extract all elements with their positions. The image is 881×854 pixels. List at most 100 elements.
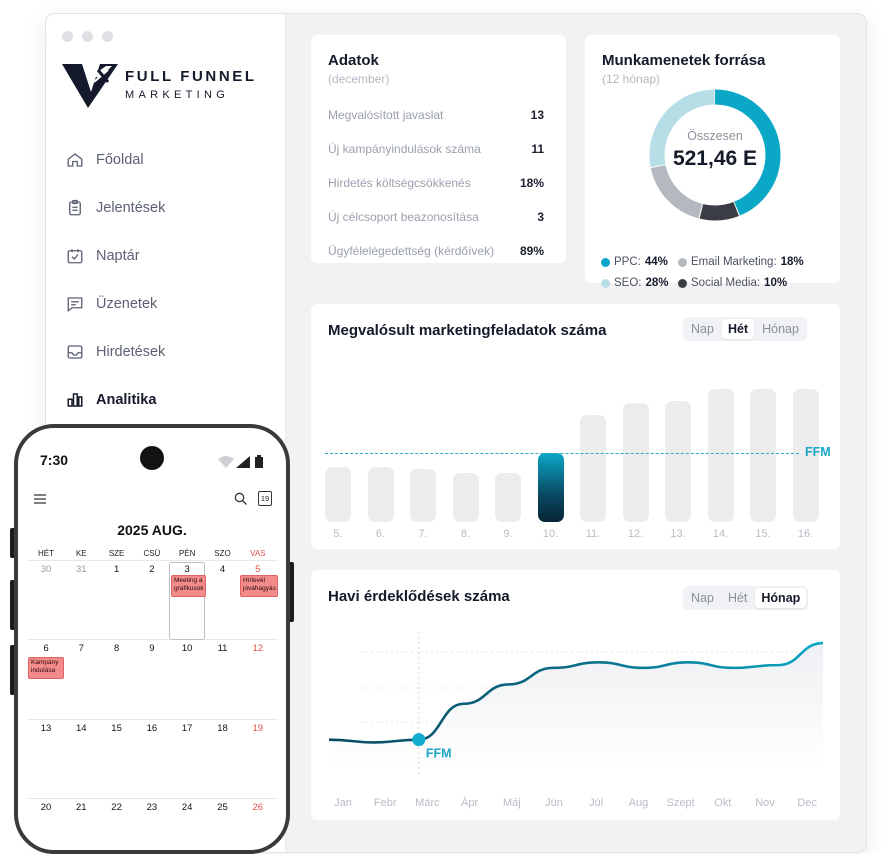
bar[interactable] <box>580 414 606 522</box>
calendar-day[interactable]: 17 <box>181 723 193 734</box>
calendar-day[interactable]: 1 <box>113 564 120 575</box>
legend-item-ppc: PPC: 44% <box>601 256 668 268</box>
calendar-day[interactable]: 8 <box>113 643 120 654</box>
calendar-day[interactable]: 11 <box>217 643 228 654</box>
bar[interactable] <box>537 453 564 522</box>
bar[interactable] <box>452 472 479 522</box>
bar[interactable] <box>410 469 436 522</box>
calendar-day[interactable]: 5 <box>255 564 261 575</box>
stats-card-subtitle: (december) <box>328 72 390 86</box>
bar[interactable] <box>495 472 521 522</box>
calendar-event[interactable]: Hírlevél jóváhagyás <box>240 575 278 597</box>
phone-volume-down <box>10 645 16 695</box>
calendar-day[interactable]: 10 <box>181 643 193 654</box>
calendar-day[interactable]: 24 <box>181 802 193 813</box>
tab-honap[interactable]: Hónap <box>755 588 807 608</box>
sidebar-item-label: Naptár <box>96 248 140 264</box>
tab-het[interactable]: Hét <box>727 591 748 605</box>
bar[interactable] <box>665 400 691 522</box>
brand-logo[interactable]: FULL FUNNEL MARKETING <box>62 62 262 110</box>
sidebar-item-naptar[interactable]: Naptár <box>64 232 274 280</box>
calendar-day[interactable]: 26 <box>252 802 264 813</box>
sidebar-item-hirdetesek[interactable]: Hirdetések <box>64 328 274 376</box>
legend-item-seo: SEO: 28% <box>601 277 669 289</box>
tab-honap[interactable]: Hónap <box>762 322 799 336</box>
event-text: Kampány <box>31 659 59 666</box>
legend-dot <box>601 257 610 267</box>
stat-value: 11 <box>531 142 544 156</box>
menu-icon[interactable] <box>34 494 46 504</box>
x-tick-label: Aug <box>629 797 649 809</box>
bar[interactable] <box>325 467 351 522</box>
tab-het[interactable]: Hét <box>721 319 755 339</box>
weekday-label: SZE <box>108 549 125 558</box>
tasks-bar-chart: 5. 6. 7. 8. 9. 10. 11. 12. 13. 14. 15. 16. FFM <box>311 304 840 549</box>
bar[interactable] <box>792 389 819 522</box>
event-text: Hírlevél <box>243 577 266 584</box>
sidebar-item-uzenetek[interactable]: Üzenetek <box>64 280 274 328</box>
calendar-day[interactable]: 6 <box>43 643 49 654</box>
calendar-day[interactable]: 23 <box>146 802 158 813</box>
reference-line <box>325 453 799 455</box>
calendar-day[interactable]: 30 <box>40 564 52 575</box>
x-tick-label: Júl <box>589 797 603 809</box>
tasks-card-title: Megvalósult marketingfeladatok száma <box>328 322 607 339</box>
calendar-day[interactable]: 14 <box>76 723 87 734</box>
sessions-card: Munkamenetek forrása (12 hónap) Összesen… <box>585 35 840 289</box>
maximize-window-button[interactable] <box>102 31 113 42</box>
calendar-event[interactable]: Meeting a grafikusok <box>171 575 206 597</box>
x-tick-label: Ápr <box>461 796 478 809</box>
calendar-event[interactable]: Kampány indulása <box>28 657 64 679</box>
close-window-button[interactable] <box>62 31 73 42</box>
search-icon[interactable] <box>234 492 247 505</box>
calendar-day[interactable]: 25 <box>217 802 228 813</box>
status-time: 7:30 <box>40 452 69 468</box>
phone-volume-up <box>10 580 16 630</box>
x-tick-label: Febr <box>374 797 397 809</box>
sidebar-item-fooldal[interactable]: Főoldal <box>64 136 274 184</box>
calendar-day[interactable]: 7 <box>78 643 84 654</box>
sidebar-item-jelentesek[interactable]: Jelentések <box>64 184 274 232</box>
weekday-label: CSÜ <box>143 549 161 558</box>
sessions-donut-chart <box>649 89 781 221</box>
x-tick-label: Jan <box>334 797 352 809</box>
calendar-day[interactable]: 12 <box>252 643 264 654</box>
legend-name: PPC: <box>614 256 641 268</box>
calendar-day[interactable]: 18 <box>217 723 228 734</box>
calendar-day[interactable]: 4 <box>219 564 226 575</box>
selected-day-outline[interactable] <box>169 562 205 640</box>
calendar-day[interactable]: 21 <box>76 802 87 813</box>
calendar-day[interactable]: 19 <box>252 723 264 734</box>
calendar-day[interactable]: 13 <box>40 723 52 734</box>
event-text: indulása <box>31 667 56 674</box>
x-tick-label: 6. <box>375 528 386 540</box>
calendar-day[interactable]: 20 <box>40 802 52 813</box>
calendar-day[interactable]: 2 <box>149 564 155 575</box>
x-tick-label: Nov <box>755 797 775 809</box>
ffm-marker-point[interactable] <box>412 733 426 747</box>
weekday-label: HÉT <box>38 549 54 558</box>
leads-card-title: Havi érdeklődések száma <box>328 588 510 605</box>
tab-nap[interactable]: Nap <box>691 591 714 605</box>
stat-row: Ügyfélelégedettség (kérdőívek) 89% <box>328 244 544 258</box>
calendar-day[interactable]: 9 <box>149 643 155 654</box>
calendar-day[interactable]: 3 <box>184 564 190 575</box>
tab-nap[interactable]: Nap <box>691 322 714 336</box>
sidebar-item-analitika[interactable]: Analitika <box>64 376 274 424</box>
stat-label: Ügyfélelégedettség (kérdőívek) <box>328 244 495 258</box>
bar[interactable] <box>707 389 734 522</box>
calendar-day[interactable]: 16 <box>146 723 158 734</box>
weekday-label: VAS <box>250 549 266 558</box>
calendar-day[interactable]: 15 <box>111 723 122 734</box>
x-tick-label: 16. <box>797 528 814 540</box>
x-tick-label: 7. <box>418 528 428 540</box>
calendar-day[interactable]: 22 <box>111 802 122 813</box>
bar[interactable] <box>622 403 649 522</box>
stat-label: Megvalósított javaslat <box>328 108 444 122</box>
bar[interactable] <box>750 389 776 522</box>
today-badge[interactable]: 19 <box>258 491 272 506</box>
minimize-window-button[interactable] <box>82 31 93 42</box>
calendar-day[interactable]: 31 <box>76 564 87 575</box>
legend-item-social: Social Media: 10% <box>678 277 787 289</box>
bar[interactable] <box>367 467 394 522</box>
